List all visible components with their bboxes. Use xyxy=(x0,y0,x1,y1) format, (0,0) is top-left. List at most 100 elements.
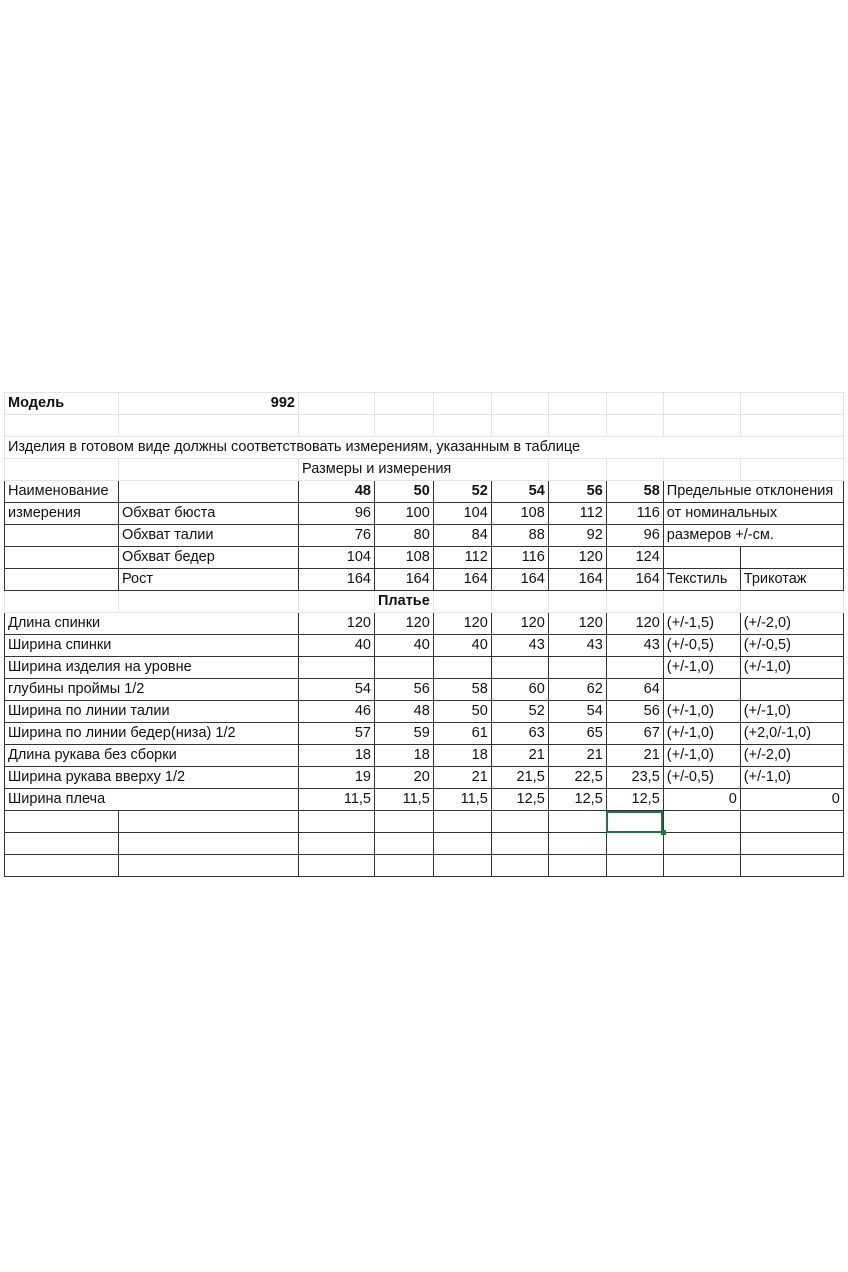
name-header[interactable] xyxy=(4,568,119,591)
product-value[interactable]: 120 xyxy=(547,612,607,635)
cell[interactable] xyxy=(547,458,607,481)
product-value[interactable]: 57 xyxy=(298,722,375,745)
cell[interactable] xyxy=(490,810,549,833)
cell[interactable] xyxy=(547,854,607,877)
textile-tolerance[interactable]: (+/-0,5) xyxy=(662,766,741,789)
product-value[interactable]: 54 xyxy=(547,700,607,723)
measurement-value[interactable]: 108 xyxy=(490,502,549,525)
cell[interactable] xyxy=(4,810,119,833)
product-value[interactable]: 40 xyxy=(298,634,375,657)
cell[interactable] xyxy=(605,414,664,437)
product-value[interactable]: 43 xyxy=(547,634,607,657)
product-value[interactable] xyxy=(374,656,434,679)
measurement-value[interactable]: 164 xyxy=(374,568,434,591)
product-value[interactable]: 11,5 xyxy=(432,788,492,811)
cell[interactable] xyxy=(432,810,492,833)
product-value[interactable]: 63 xyxy=(490,722,549,745)
measurement-value[interactable]: 120 xyxy=(547,546,607,569)
product-value[interactable]: 12,5 xyxy=(605,788,664,811)
textile-tolerance[interactable]: (+/-1,0) xyxy=(662,700,741,723)
cell[interactable] xyxy=(547,590,607,613)
knit-tolerance[interactable]: (+/-0,5) xyxy=(739,634,844,657)
measurement-value[interactable]: 104 xyxy=(298,546,375,569)
product-row-name[interactable]: глубины проймы 1/2 xyxy=(4,678,299,701)
textile-tolerance[interactable]: 0 xyxy=(662,788,741,811)
product-value[interactable]: 64 xyxy=(605,678,664,701)
cell[interactable] xyxy=(118,832,299,855)
cell[interactable] xyxy=(605,832,664,855)
measurement-value[interactable]: 164 xyxy=(547,568,607,591)
knit-tolerance[interactable] xyxy=(739,678,844,701)
product-value[interactable] xyxy=(432,656,492,679)
measurement-value[interactable]: 76 xyxy=(298,524,375,547)
product-value[interactable]: 21 xyxy=(605,744,664,767)
name-header[interactable] xyxy=(4,524,119,547)
size-header[interactable]: 52 xyxy=(432,480,492,503)
measurement-value[interactable]: 108 xyxy=(374,546,434,569)
cell[interactable] xyxy=(4,590,119,613)
deviation-header[interactable]: размеров +/-см. xyxy=(662,524,844,547)
knit-tolerance[interactable]: (+/-2,0) xyxy=(739,744,844,767)
product-value[interactable]: 120 xyxy=(432,612,492,635)
product-value[interactable]: 18 xyxy=(374,744,434,767)
name-header[interactable]: Наименование xyxy=(4,480,119,503)
cell[interactable] xyxy=(662,392,741,415)
measurement-value[interactable]: 124 xyxy=(605,546,664,569)
cell[interactable] xyxy=(4,414,119,437)
product-row-name[interactable]: Ширина плеча xyxy=(4,788,299,811)
knit-tolerance[interactable]: (+/-2,0) xyxy=(739,612,844,635)
product-value[interactable]: 19 xyxy=(298,766,375,789)
cell[interactable] xyxy=(490,832,549,855)
name-header[interactable] xyxy=(4,546,119,569)
cell[interactable] xyxy=(118,414,299,437)
selected-cell[interactable] xyxy=(605,810,667,836)
product-value[interactable]: 18 xyxy=(432,744,492,767)
cell[interactable] xyxy=(432,392,492,415)
cell[interactable] xyxy=(374,392,434,415)
knit-tolerance[interactable]: 0 xyxy=(739,788,844,811)
product-value[interactable]: 120 xyxy=(490,612,549,635)
size-header[interactable]: 50 xyxy=(374,480,434,503)
measurement-value[interactable]: 96 xyxy=(298,502,375,525)
measurement-value[interactable]: 164 xyxy=(605,568,664,591)
measurement-value[interactable]: 88 xyxy=(490,524,549,547)
product-value[interactable]: 52 xyxy=(490,700,549,723)
cell[interactable] xyxy=(605,458,664,481)
cell[interactable] xyxy=(739,832,844,855)
knit-tolerance[interactable]: (+/-1,0) xyxy=(739,656,844,679)
measurement-name[interactable]: Обхват талии xyxy=(118,524,299,547)
product-value[interactable]: 50 xyxy=(432,700,492,723)
product-row-name[interactable]: Ширина рукава вверху 1/2 xyxy=(4,766,299,789)
measurement-value[interactable]: 92 xyxy=(547,524,607,547)
cell[interactable] xyxy=(739,458,844,481)
product-row-name[interactable]: Ширина изделия на уровне xyxy=(4,656,299,679)
product-value[interactable] xyxy=(298,656,375,679)
knit-tolerance[interactable]: (+/-1,0) xyxy=(739,766,844,789)
model-value[interactable]: 992 xyxy=(118,392,299,415)
size-header[interactable]: 54 xyxy=(490,480,549,503)
measurement-name[interactable]: Обхват бюста xyxy=(118,502,299,525)
measurement-value[interactable]: 80 xyxy=(374,524,434,547)
cell[interactable] xyxy=(298,854,375,877)
cell[interactable] xyxy=(490,414,549,437)
product-value[interactable]: 21 xyxy=(490,744,549,767)
product-value[interactable]: 21 xyxy=(547,744,607,767)
product-row-name[interactable]: Длина спинки xyxy=(4,612,299,635)
product-title[interactable]: Платье xyxy=(374,590,434,613)
product-value[interactable]: 18 xyxy=(298,744,375,767)
size-header[interactable]: 48 xyxy=(298,480,375,503)
cell[interactable] xyxy=(547,832,607,855)
cell[interactable] xyxy=(118,810,299,833)
product-row-name[interactable]: Ширина спинки xyxy=(4,634,299,657)
product-value[interactable]: 22,5 xyxy=(547,766,607,789)
section-title[interactable]: Размеры и измерения xyxy=(298,458,549,481)
measurement-value[interactable]: 96 xyxy=(605,524,664,547)
product-value[interactable]: 48 xyxy=(374,700,434,723)
product-row-name[interactable]: Ширина по линии бедер(низа) 1/2 xyxy=(4,722,299,745)
measurement-value[interactable]: 112 xyxy=(547,502,607,525)
measurement-name[interactable]: Обхват бедер xyxy=(118,546,299,569)
measurement-value[interactable]: 100 xyxy=(374,502,434,525)
product-value[interactable]: 120 xyxy=(605,612,664,635)
knit-tolerance[interactable]: (+/-1,0) xyxy=(739,700,844,723)
product-value[interactable]: 120 xyxy=(374,612,434,635)
